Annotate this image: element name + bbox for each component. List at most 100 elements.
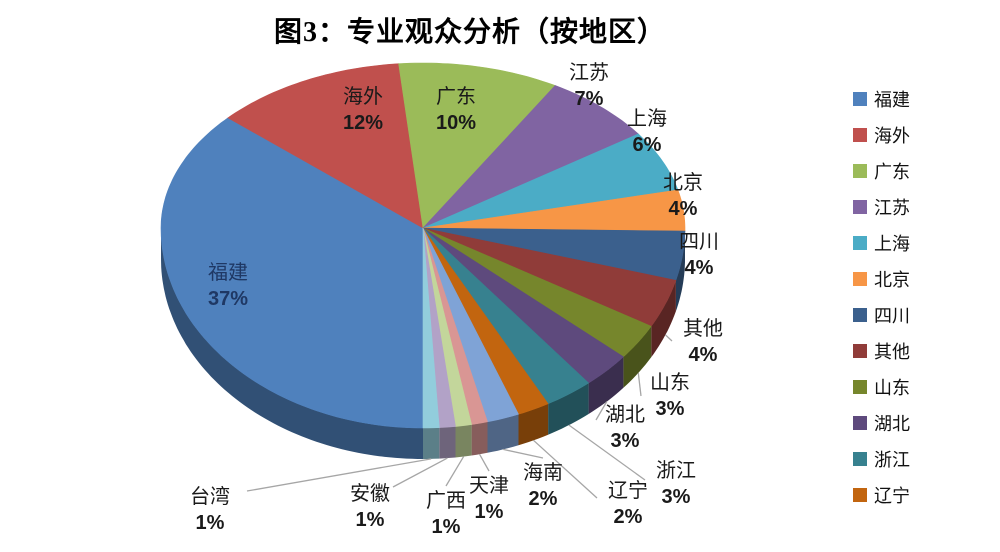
- leader-line: [479, 453, 490, 472]
- slice-label: 湖北 3%: [583, 402, 667, 454]
- legend-swatch: [853, 236, 867, 250]
- slice-label-name: 北京: [663, 172, 703, 194]
- pie-slice-wall: [471, 421, 488, 456]
- pie-slice: [422, 85, 639, 229]
- slice-label-name: 辽宁: [608, 480, 648, 502]
- pie-slice-wall: [623, 326, 652, 388]
- slice-label-percent: 37%: [207, 288, 249, 310]
- slice-label-percent: 2%: [528, 488, 558, 510]
- leader-line: [445, 456, 465, 487]
- chart-title: 图3：专业观众分析（按地区）: [273, 17, 666, 48]
- leader-line: [246, 458, 432, 492]
- slice-label-name: 广东: [436, 86, 476, 108]
- pie-slice-wall: [651, 280, 676, 358]
- slice-label-name: 山东: [650, 372, 690, 394]
- legend: 福建海外广东江苏上海北京四川其他山东湖北浙江辽宁: [853, 88, 910, 520]
- slice-label: 北京 4%: [641, 170, 725, 222]
- slice-label: 四川 4%: [657, 229, 741, 281]
- slice-label: 台湾 1%: [168, 484, 252, 536]
- slice-label: 广东 10%: [414, 84, 498, 136]
- pie-slice: [160, 117, 424, 429]
- slice-label: 海南 2%: [501, 460, 585, 512]
- pie-slice: [422, 227, 652, 358]
- slice-label-percent: 4%: [668, 198, 698, 220]
- pie-slice: [422, 227, 519, 423]
- slice-label-name: 福建: [208, 262, 248, 284]
- leader-line: [637, 372, 642, 397]
- leader-line: [664, 334, 673, 342]
- slice-label: 山东 3%: [628, 370, 712, 422]
- slice-label-percent: 3%: [655, 398, 685, 420]
- legend-label: 福建: [874, 90, 910, 110]
- slice-label-percent: 1%: [474, 501, 504, 523]
- legend-label: 其他: [874, 342, 910, 362]
- legend-label: 辽宁: [874, 486, 910, 506]
- slice-label-name: 上海: [627, 108, 667, 130]
- slice-label-percent: 1%: [355, 509, 385, 531]
- legend-label: 浙江: [874, 450, 910, 470]
- legend-item: 江苏: [853, 196, 910, 218]
- pie-slice-wall: [487, 414, 519, 453]
- legend-label: 上海: [874, 234, 910, 254]
- slice-label-name: 四川: [679, 231, 719, 253]
- slice-label: 天津 1%: [447, 473, 531, 525]
- pie-slice: [422, 133, 679, 229]
- legend-swatch: [853, 452, 867, 466]
- legend-label: 海外: [874, 126, 910, 146]
- pie-slice: [422, 227, 440, 429]
- slice-label-name: 其他: [683, 318, 723, 340]
- slice-label-percent: 4%: [688, 344, 718, 366]
- legend-item: 福建: [853, 88, 910, 110]
- legend-swatch: [853, 200, 867, 214]
- slice-label-name: 安徽: [350, 483, 390, 505]
- pie-slice-wall: [548, 383, 589, 435]
- legend-swatch: [853, 128, 867, 142]
- pie-slice: [422, 227, 686, 281]
- slice-label: 上海 6%: [605, 106, 689, 158]
- legend-swatch: [853, 344, 867, 358]
- slice-label-name: 江苏: [569, 62, 609, 84]
- legend-label: 山东: [874, 378, 910, 398]
- pie-slice: [422, 227, 590, 405]
- pie-walls: [161, 228, 685, 459]
- legend-swatch: [853, 92, 867, 106]
- legend-swatch: [853, 380, 867, 394]
- leader-line: [568, 424, 646, 481]
- slice-label-name: 广西: [426, 490, 466, 512]
- slice-label: 安徽 1%: [328, 481, 412, 533]
- pie-slice-wall: [455, 424, 472, 458]
- legend-item: 辽宁: [853, 484, 910, 506]
- pie-slice: [398, 62, 556, 229]
- legend-item: 广东: [853, 160, 910, 182]
- legend-swatch: [853, 416, 867, 430]
- legend-item: 海外: [853, 124, 910, 146]
- slice-label-percent: 7%: [574, 88, 604, 110]
- legend-item: 北京: [853, 268, 910, 290]
- slice-label-percent: 1%: [195, 512, 225, 534]
- legend-label: 江苏: [874, 198, 910, 218]
- legend-label: 四川: [874, 306, 910, 326]
- leader-lines: [246, 334, 673, 499]
- legend-label: 北京: [874, 270, 910, 290]
- slice-label-percent: 12%: [342, 112, 384, 134]
- slice-label: 其他 4%: [661, 316, 745, 368]
- slice-label: 海外 12%: [321, 84, 405, 136]
- legend-label: 湖北: [874, 414, 910, 434]
- leader-line: [503, 448, 544, 459]
- slice-label: 福建 37%: [186, 260, 270, 312]
- pie-slice-wall: [161, 228, 423, 459]
- slice-label-percent: 1%: [431, 516, 461, 538]
- slice-label-percent: 10%: [435, 112, 477, 134]
- slice-label: 辽宁 2%: [586, 478, 670, 530]
- legend-item: 浙江: [853, 448, 910, 470]
- slice-label-percent: 6%: [632, 134, 662, 156]
- leader-line: [392, 457, 448, 488]
- slice-label-name: 浙江: [656, 460, 696, 482]
- pie-slice-wall: [675, 231, 685, 312]
- pie-slice: [422, 227, 624, 384]
- leader-line: [533, 439, 598, 499]
- pie-slice-wall: [518, 403, 549, 446]
- slice-label-percent: 4%: [684, 257, 714, 279]
- pie-slice: [422, 189, 686, 232]
